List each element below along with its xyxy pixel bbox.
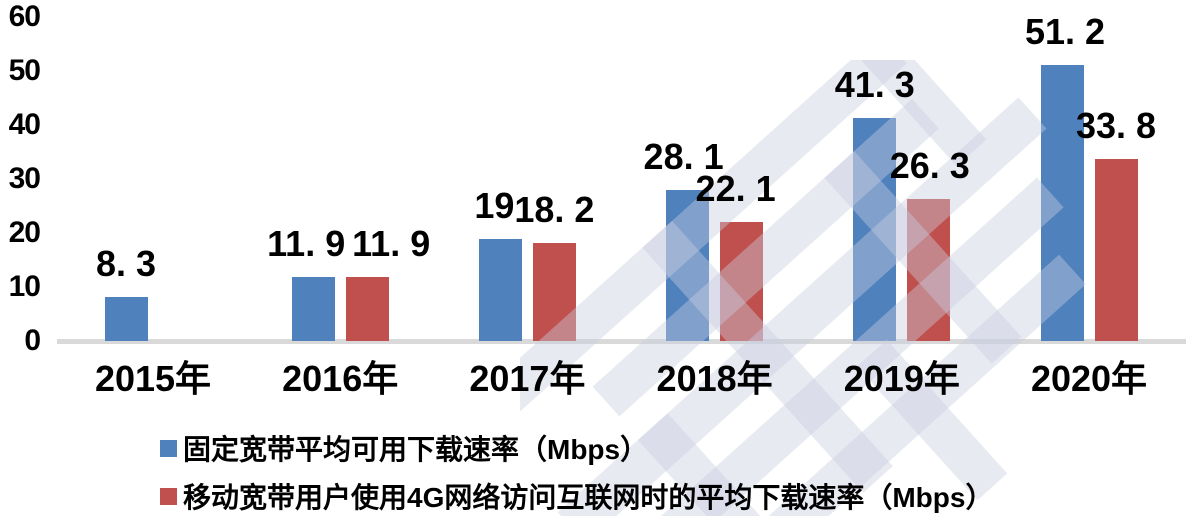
legend-swatch-blue-icon — [160, 439, 177, 457]
data-label-mobile-2020年: 33. 8 — [1075, 104, 1157, 146]
bar-mobile-2019年 — [907, 199, 951, 342]
bar-fixed-2020年 — [1040, 65, 1084, 342]
legend-label-fixed-broadband: 固定宽带平均可用下载速率（Mbps） — [183, 434, 649, 465]
legend-swatch-red-icon — [160, 487, 177, 505]
data-label-fixed-2016年: 11. 9 — [267, 223, 346, 265]
x-tick-label-2015年: 2015年 — [94, 358, 212, 399]
y-tick-label: 50 — [8, 54, 41, 87]
x-tick-label-2018年: 2018年 — [656, 358, 773, 399]
bar-fixed-2018年 — [666, 189, 710, 342]
x-tick-label-2016年: 2016年 — [282, 358, 399, 399]
x-tick-label-2017年: 2017年 — [469, 358, 586, 399]
bar-fixed-2016年 — [291, 277, 335, 342]
data-label-fixed-2015年: 8. 3 — [95, 242, 157, 284]
data-label-mobile-2018年: 22. 1 — [695, 168, 776, 210]
x-tick-label-2019年: 2019年 — [843, 358, 960, 399]
bar-fixed-2017年 — [478, 238, 522, 342]
data-label-mobile-2017年: 18. 2 — [514, 189, 595, 231]
y-tick-label: 10 — [8, 270, 41, 303]
bar-mobile-2016年 — [345, 277, 389, 342]
data-label-fixed-2018年: 28. 1 — [643, 135, 724, 177]
data-label-fixed-2019年: 41. 3 — [834, 64, 915, 106]
data-label-fixed-2017年: 19 — [474, 184, 515, 226]
y-tick-label: 0 — [24, 324, 41, 357]
y-tick-label: 60 — [8, 0, 41, 33]
bar-fixed-2019年 — [853, 118, 897, 342]
bar-mobile-2018年 — [720, 222, 764, 342]
legend: 固定宽带平均可用下载速率（Mbps） 移动宽带用户使用4G网络访问互联网时的平均… — [160, 431, 993, 516]
legend-item-mobile-broadband: 移动宽带用户使用4G网络访问互联网时的平均下载速率（Mbps） — [160, 479, 993, 513]
x-tick-label-2020年: 2020年 — [1030, 358, 1148, 399]
bar-mobile-2020年 — [1094, 158, 1138, 342]
legend-label-mobile-broadband: 移动宽带用户使用4G网络访问互联网时的平均下载速率（Mbps） — [183, 482, 994, 513]
y-tick-label: 40 — [8, 108, 41, 141]
data-label-mobile-2019年: 26. 3 — [889, 145, 970, 187]
y-tick-label: 30 — [8, 162, 41, 195]
bar-fixed-2015年 — [104, 296, 148, 342]
bar-mobile-2017年 — [532, 243, 576, 342]
data-label-mobile-2016年: 11. 9 — [352, 223, 431, 265]
y-tick-label: 20 — [8, 216, 41, 249]
x-axis-baseline — [57, 339, 1186, 344]
data-label-fixed-2020年: 51. 2 — [1024, 11, 1106, 53]
legend-item-fixed-broadband: 固定宽带平均可用下载速率（Mbps） — [160, 431, 993, 465]
